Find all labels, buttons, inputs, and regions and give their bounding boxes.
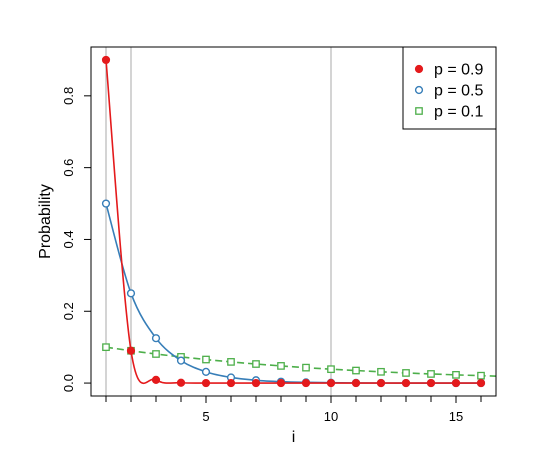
y-tick-label: 0.6 bbox=[61, 159, 76, 177]
data-point bbox=[101, 199, 111, 208]
data-point bbox=[477, 371, 485, 380]
series-1 bbox=[101, 199, 486, 388]
data-point bbox=[327, 365, 335, 374]
data-point bbox=[152, 350, 160, 358]
data-point bbox=[276, 378, 286, 388]
data-point bbox=[326, 378, 336, 388]
data-point bbox=[101, 55, 111, 65]
y-axis: 0.0 0.2 0.4 0.6 0.8 bbox=[61, 87, 91, 392]
data-point bbox=[476, 378, 486, 388]
data-point bbox=[401, 378, 411, 388]
x-tick-label: 15 bbox=[449, 409, 463, 424]
data-point bbox=[426, 378, 436, 388]
legend-marker bbox=[414, 85, 424, 95]
data-point bbox=[451, 378, 461, 388]
data-point bbox=[302, 363, 310, 372]
plot-clip-cover bbox=[496, 42, 550, 401]
x-axis: 5 10 15 bbox=[105, 396, 482, 424]
reference-lines bbox=[105, 47, 332, 396]
data-point bbox=[277, 362, 285, 370]
series-line-1 bbox=[105, 203, 482, 384]
legend-marker bbox=[415, 107, 423, 115]
data-point bbox=[151, 334, 161, 343]
data-point bbox=[126, 289, 136, 298]
data-point bbox=[202, 355, 210, 364]
data-point bbox=[251, 378, 261, 388]
data-point bbox=[126, 346, 136, 355]
series-line-2 bbox=[105, 346, 507, 378]
y-axis-title: Probability bbox=[37, 184, 54, 259]
legend: p = 0.9 p = 0.5 p = 0.1 bbox=[402, 46, 497, 130]
legend-label: p = 0.9 bbox=[434, 62, 483, 79]
data-point bbox=[452, 371, 460, 379]
data-point bbox=[102, 343, 110, 352]
data-point bbox=[201, 367, 211, 376]
series-0 bbox=[101, 55, 486, 388]
legend-label: p = 0.1 bbox=[434, 104, 483, 121]
data-point bbox=[226, 378, 236, 388]
data-point bbox=[402, 369, 410, 377]
series-layer bbox=[101, 42, 550, 401]
y-tick-label: 0.8 bbox=[61, 87, 76, 105]
legend-marker bbox=[414, 64, 424, 74]
data-point bbox=[176, 378, 186, 387]
y-tick-label: 0.0 bbox=[61, 374, 76, 392]
x-tick-label: 10 bbox=[324, 409, 338, 424]
series-2 bbox=[102, 343, 507, 380]
data-point bbox=[176, 356, 186, 365]
data-point bbox=[376, 378, 386, 388]
data-point bbox=[227, 358, 235, 366]
y-tick-label: 0.2 bbox=[61, 302, 76, 320]
data-point bbox=[352, 366, 360, 375]
data-point bbox=[252, 360, 260, 368]
data-point bbox=[301, 378, 311, 388]
x-axis-title: i bbox=[292, 429, 296, 446]
legend-label: p = 0.5 bbox=[434, 83, 483, 100]
x-tick-label: 5 bbox=[202, 409, 209, 424]
data-point bbox=[377, 367, 385, 376]
data-point bbox=[201, 378, 211, 388]
data-point bbox=[151, 375, 161, 384]
y-tick-label: 0.4 bbox=[61, 230, 76, 248]
data-point bbox=[427, 370, 435, 378]
data-point bbox=[351, 378, 361, 388]
plot-frame bbox=[90, 46, 497, 397]
